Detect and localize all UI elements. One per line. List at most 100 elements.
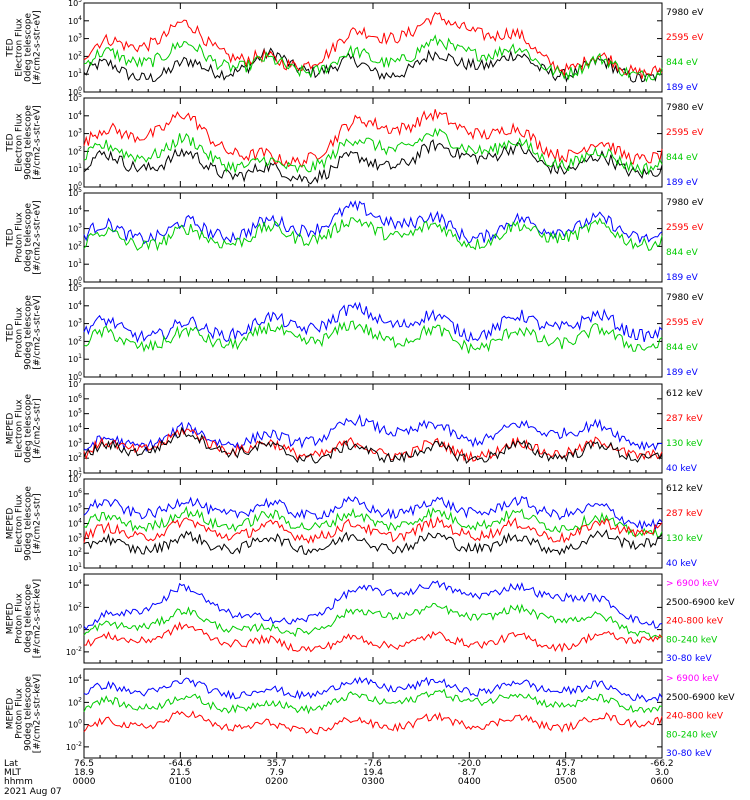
- axis-row-value: -20.0: [458, 759, 482, 769]
- y-label-line: TED: [6, 323, 16, 342]
- panel-2: 100 101 102 103 104 105 TEDElectron Flux90deg …: [6, 92, 705, 192]
- legend-entry: 844 eV: [666, 343, 699, 353]
- y-tick-label: 103: [68, 128, 82, 139]
- y-tick-label: 103: [68, 318, 82, 329]
- legend-entry: 40 keV: [666, 559, 698, 569]
- legend-entry: 189 eV: [666, 83, 699, 93]
- y-axis-label: MEPEDProton Flux0deg telescope[#/cm2-s-s…: [6, 579, 43, 658]
- legend-entry: 7980 eV: [666, 198, 704, 208]
- axis-row-value: 35.7: [267, 759, 287, 769]
- series-line: [83, 621, 663, 653]
- y-tick-label: 100: [68, 371, 82, 382]
- legend-entry: 189 eV: [666, 273, 699, 283]
- y-tick-label: 105: [68, 282, 82, 293]
- y-label-line: 0deg telescope: [24, 13, 34, 83]
- axis-row-value: 3.0: [655, 768, 670, 778]
- legend-entry: 844 eV: [666, 153, 699, 163]
- y-tick-label: 107: [68, 473, 82, 484]
- legend-entry: > 6900 keV: [666, 579, 720, 589]
- series-line: [83, 426, 663, 464]
- plot-frame: [83, 287, 663, 378]
- series-line: [83, 47, 663, 83]
- legend-entry: 2500-6900 keV: [666, 598, 735, 608]
- series-line: [83, 427, 663, 463]
- y-tick-label: 104: [68, 110, 82, 121]
- y-tick-label: 100: [68, 86, 82, 97]
- legend-entry: 189 eV: [666, 178, 699, 188]
- y-tick-label: 10-2: [66, 646, 82, 657]
- series-line: [83, 199, 663, 245]
- y-tick-label: 104: [68, 674, 82, 685]
- series-line: [83, 34, 663, 83]
- y-label-line: 0deg telescope: [24, 203, 34, 273]
- y-tick-label: 106: [68, 488, 82, 499]
- y-label-line: [#/cm2-s-str-keV]: [33, 674, 43, 753]
- axis-row-value: 8.7: [462, 768, 476, 778]
- legend-entry: 240-800 keV: [666, 712, 724, 722]
- legend-entry: 2595 eV: [666, 128, 704, 138]
- y-label-line: [#/cm2-s-str]: [33, 493, 43, 553]
- y-tick-label: 105: [68, 187, 82, 198]
- series-line: [83, 495, 663, 532]
- bottom-axis-table: Lat 76.5 -64.6 35.7 -7.6 -20.0 45.7 -66.2 MLT 18.…: [4, 759, 674, 797]
- axis-row-label: Lat: [4, 759, 19, 769]
- legend-entry: 844 eV: [666, 248, 699, 258]
- axis-row-value: 7.9: [270, 768, 285, 778]
- legend-entry: > 6900 keV: [666, 674, 720, 684]
- y-label-line: MEPED: [6, 603, 16, 635]
- y-label-line: [#/cm2-s-str-eV]: [33, 295, 43, 370]
- y-label-line: [#/cm2-s-str-eV]: [33, 105, 43, 180]
- y-tick-label: 101: [68, 258, 82, 269]
- y-label-line: 90deg telescope: [24, 295, 34, 370]
- y-tick-label: 100: [68, 181, 82, 192]
- panel-3: 100 101 102 103 104 105 TEDProton Flux0deg tel…: [6, 187, 705, 287]
- y-tick-label: 105: [68, 92, 82, 103]
- legend-entry: 7980 eV: [666, 103, 704, 113]
- plot-frame: [83, 2, 663, 93]
- y-tick-label: 101: [68, 353, 82, 364]
- y-label-line: MEPED: [6, 413, 16, 445]
- axis-row-value: 0600: [651, 777, 674, 787]
- y-tick-label: 100: [68, 276, 82, 287]
- y-label-line: Proton Flux: [15, 212, 25, 263]
- y-label-line: TED: [6, 133, 16, 152]
- y-label-line: Electron Flux: [15, 113, 25, 172]
- y-axis-label: TEDElectron Flux0deg telescope[#/cm2-s-s…: [6, 10, 43, 85]
- legend-entry: 30-80 keV: [666, 749, 712, 759]
- y-tick-label: 104: [68, 205, 82, 216]
- y-label-line: Electron Flux: [15, 399, 25, 458]
- legend-entry: 287 keV: [666, 509, 703, 519]
- legend-entry: 612 keV: [666, 389, 703, 399]
- series-line: [83, 529, 663, 556]
- axis-row-value: -66.2: [650, 759, 673, 769]
- axis-row-value: -64.6: [169, 759, 193, 769]
- axis-row-value: 0400: [458, 777, 481, 787]
- y-label-line: [#/cm2-s-str-eV]: [33, 200, 43, 275]
- panel-1: 100 101 102 103 104 105 TEDElectron Flux0deg t…: [6, 0, 705, 97]
- y-tick-label: 103: [68, 532, 82, 543]
- y-tick-label: 103: [68, 437, 82, 448]
- y-label-line: Proton Flux: [15, 593, 25, 644]
- y-tick-label: 102: [68, 335, 82, 346]
- y-tick-label: 104: [68, 300, 82, 311]
- y-tick-label: 105: [68, 408, 82, 419]
- legend-entry: 30-80 keV: [666, 654, 712, 664]
- y-tick-label: 105: [68, 0, 82, 8]
- axis-row-value: 0000: [73, 777, 96, 787]
- y-tick-label: 103: [68, 223, 82, 234]
- y-tick-label: 104: [68, 579, 82, 590]
- series-line: [83, 516, 663, 544]
- legend-entry: 240-800 keV: [666, 617, 724, 627]
- y-label-line: TED: [6, 38, 16, 57]
- series-line: [83, 710, 663, 735]
- y-tick-label: 101: [68, 163, 82, 174]
- legend-entry: 2595 eV: [666, 318, 704, 328]
- y-label-line: 0deg telescope: [24, 394, 34, 464]
- y-label-line: 90deg telescope: [24, 105, 34, 180]
- legend-entry: 40 keV: [666, 464, 698, 474]
- axis-row-label: hhmm: [4, 777, 33, 787]
- y-tick-label: 101: [68, 68, 82, 79]
- axis-row-value: -7.6: [364, 759, 382, 769]
- axis-row-value: 19.4: [363, 768, 383, 778]
